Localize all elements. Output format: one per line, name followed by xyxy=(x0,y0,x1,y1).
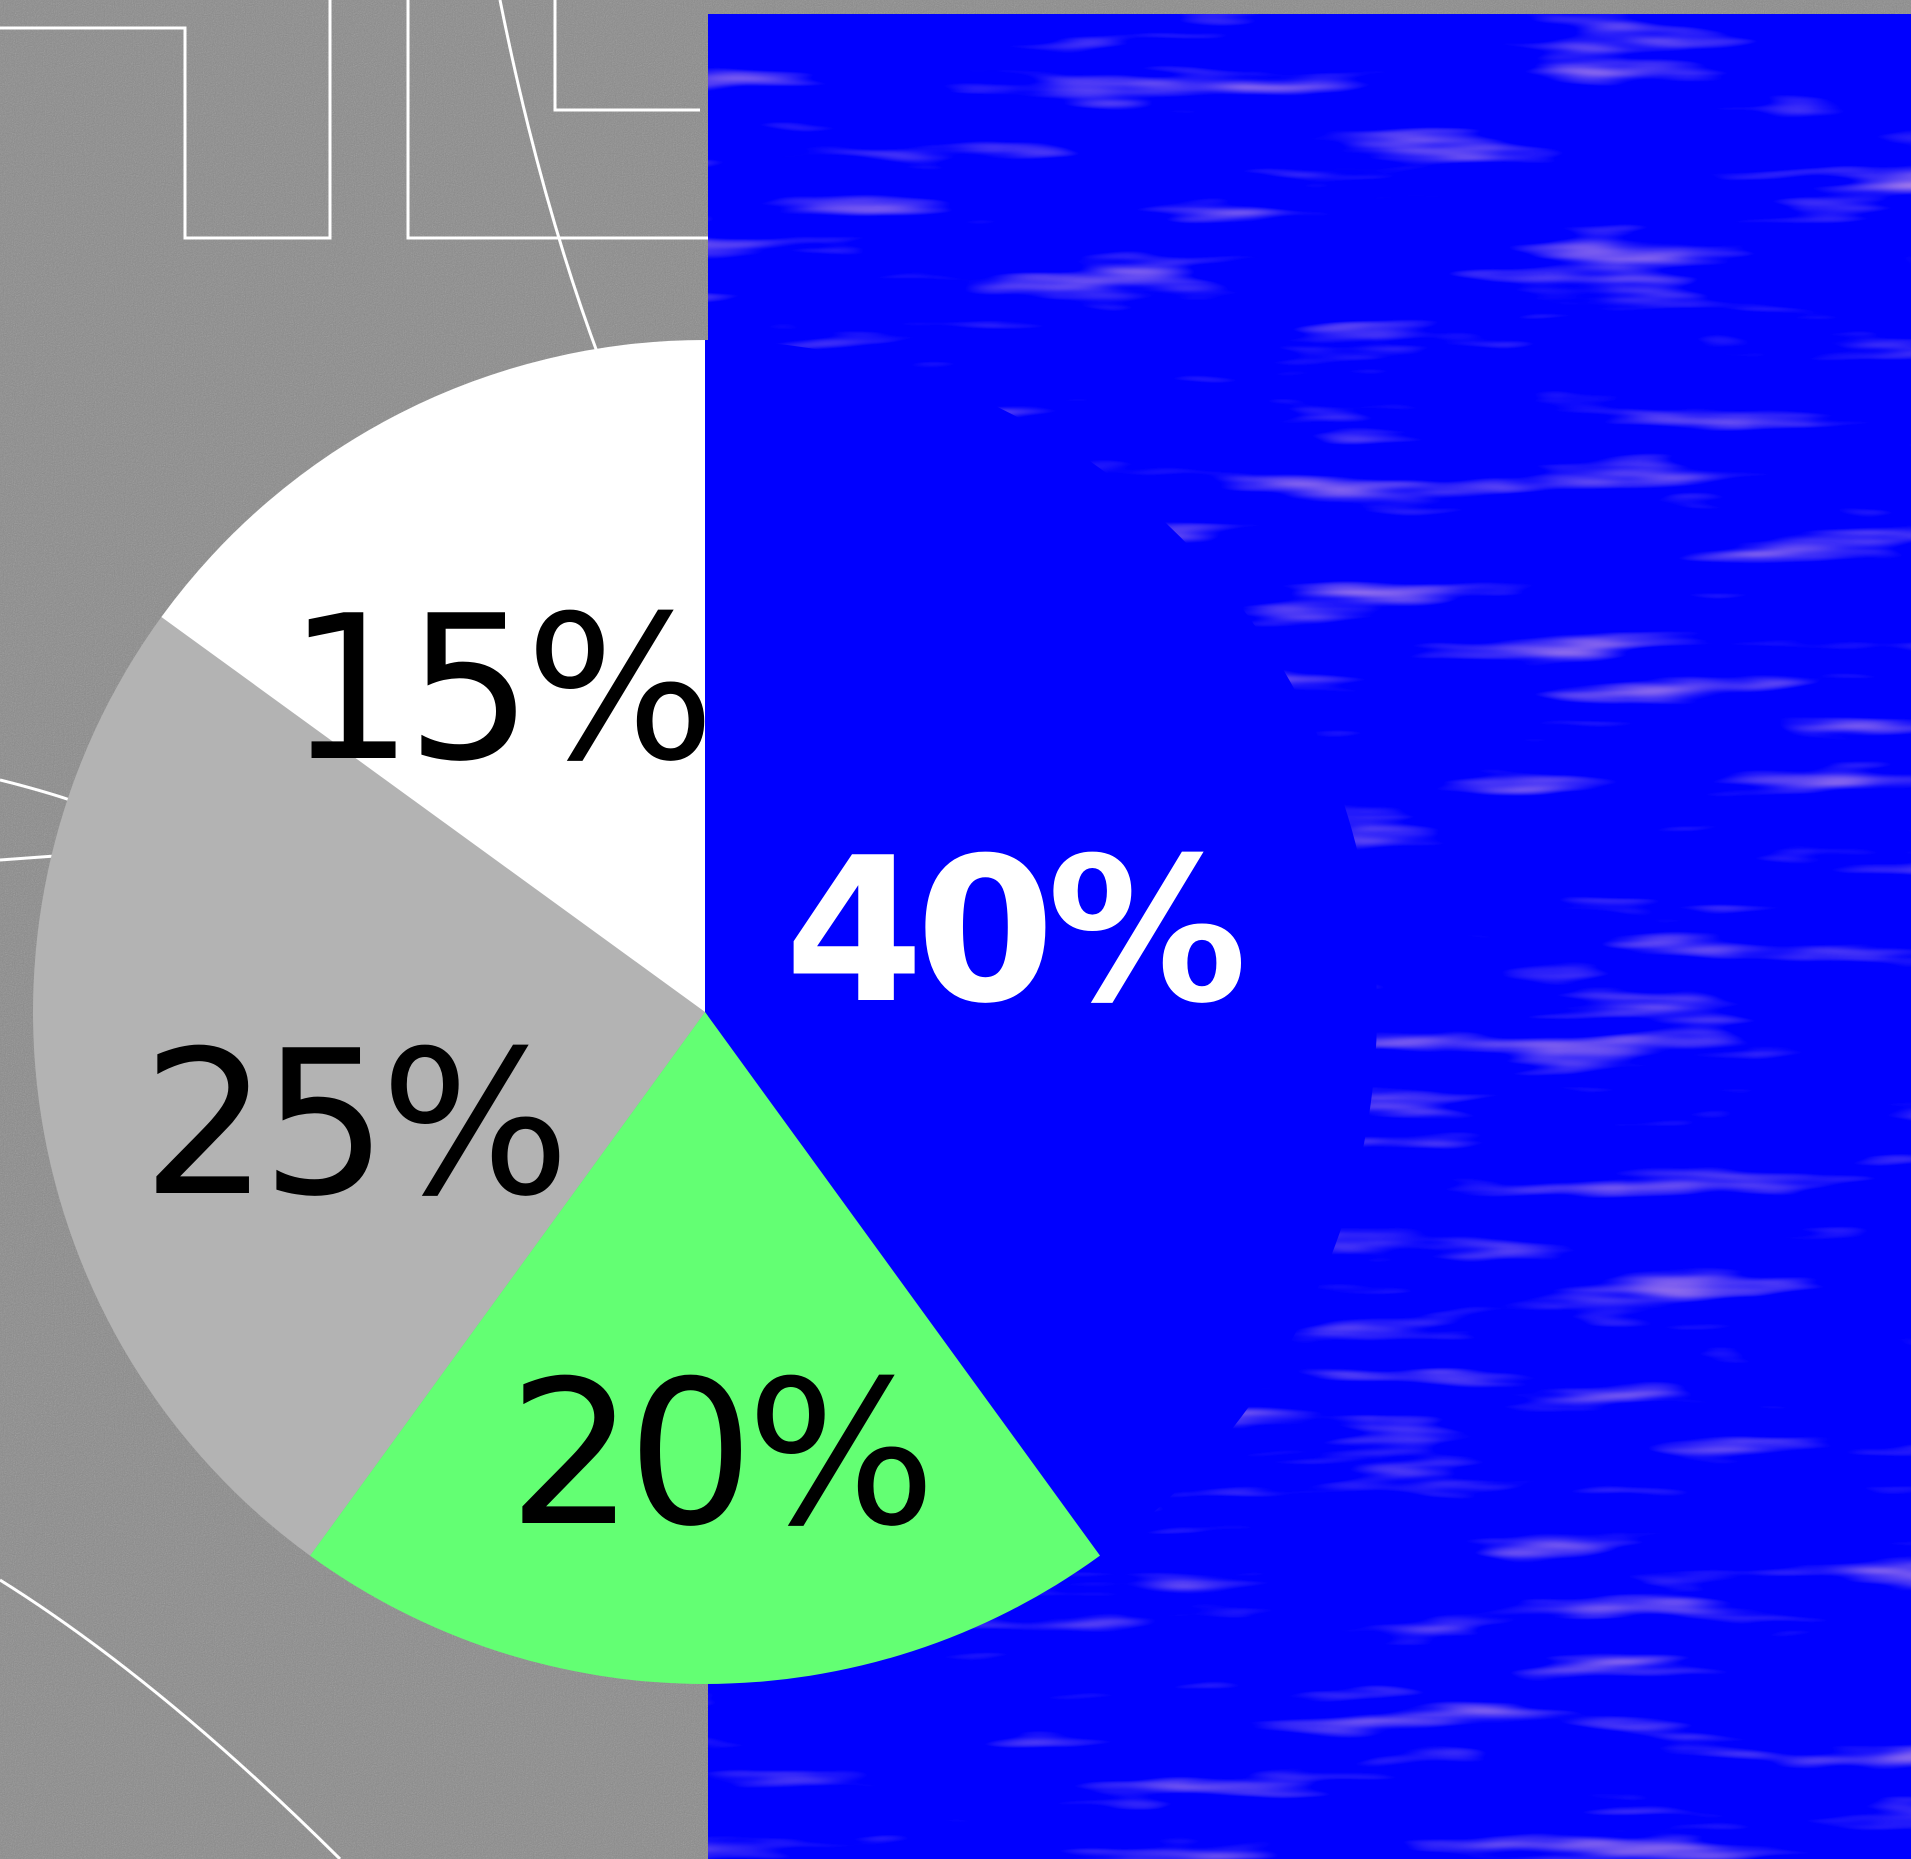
pie-slices xyxy=(33,340,1377,1684)
pie-slice-25-percent xyxy=(33,617,705,1556)
pie-slice-15-percent xyxy=(161,340,706,1012)
background-outlines xyxy=(0,0,708,1859)
pie-labels: 40% 20% 25% 15% xyxy=(142,573,1250,1571)
pie-slice-40-percent xyxy=(705,340,1377,1556)
pie-label-25-percent: 25% xyxy=(142,1008,563,1241)
pie-label-15-percent: 15% xyxy=(287,573,708,806)
pie-label-40-percent: 40% xyxy=(785,815,1242,1048)
pie-slice-20-percent xyxy=(310,1012,1100,1684)
pie-label-20-percent: 20% xyxy=(508,1338,929,1571)
